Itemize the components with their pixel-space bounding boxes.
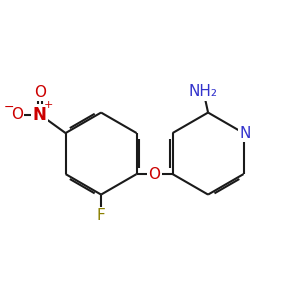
Text: O: O xyxy=(11,107,23,122)
Text: NH₂: NH₂ xyxy=(188,84,217,99)
Text: O: O xyxy=(148,167,160,182)
Text: N: N xyxy=(240,126,251,141)
Text: +: + xyxy=(44,100,53,110)
Text: −: − xyxy=(4,101,14,114)
Text: N: N xyxy=(33,106,47,124)
Text: F: F xyxy=(97,208,106,224)
Text: O: O xyxy=(34,85,46,100)
